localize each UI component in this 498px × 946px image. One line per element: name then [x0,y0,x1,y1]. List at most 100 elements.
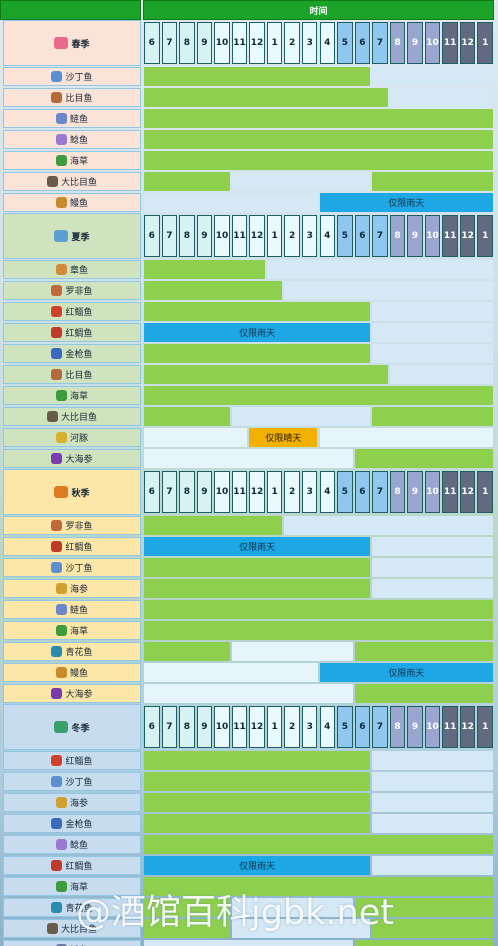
hour-cell: 8 [179,215,195,257]
fish-label[interactable]: 沙丁鱼 [3,67,141,86]
time-bar [143,66,494,87]
fish-label[interactable]: 海草 [3,621,141,640]
hour-cell: 1 [477,22,493,64]
header-corner [0,0,141,20]
seaweed-icon [55,625,67,636]
fish-name[interactable]: 海草 [69,392,88,402]
fish-name[interactable]: 鳗鱼 [69,669,88,679]
fish-name[interactable]: 红鲷鱼 [65,862,93,872]
fish-name[interactable]: 海草 [69,883,88,893]
fish-row: 沙丁鱼 [0,771,498,792]
fish-name[interactable]: 沙丁鱼 [65,778,93,788]
fish-label[interactable]: 罗非鱼 [3,516,141,535]
time-bar [143,150,494,171]
fish-label[interactable]: 红鲷鱼 [3,856,141,875]
tilapia-icon [51,285,63,296]
fish-name[interactable]: 红鲻鱼 [65,308,93,318]
fish-label[interactable]: 沙丁鱼 [3,558,141,577]
fish-name[interactable]: 大海参 [65,455,93,465]
fish-label[interactable]: 沙丁鱼 [3,772,141,791]
fish-name[interactable]: 鳗鱼 [69,199,88,209]
fish-label[interactable]: 海参 [3,793,141,812]
fish-label[interactable]: 青花鱼 [3,898,141,917]
fish-label[interactable]: 红鲷鱼 [3,537,141,556]
fish-row: 鳗鱼 仅限雨天 [0,192,498,213]
fish-label[interactable]: 比目鱼 [3,365,141,384]
fish-name[interactable]: 海参 [69,799,88,809]
hour-cell: 8 [179,706,195,748]
fish-name[interactable]: 大比目鱼 [60,413,97,423]
fish-label[interactable]: 河豚 [3,428,141,447]
time-bar [143,578,494,599]
fish-label[interactable]: 红鲻鱼 [3,751,141,770]
fish-label[interactable]: 海草 [3,151,141,170]
time-bar [143,259,494,280]
fish-row: 河豚 仅限晴天 [0,427,498,448]
fish-name[interactable]: 大比目鱼 [60,925,97,935]
fish-name[interactable]: 海参 [69,585,88,595]
fish-name[interactable]: 鲢鱼 [69,606,88,616]
fish-name[interactable]: 青花鱼 [65,648,93,658]
fish-label[interactable]: 鲢鱼 [3,109,141,128]
fish-name[interactable]: 章鱼 [69,266,88,276]
fish-label[interactable]: 金枪鱼 [3,344,141,363]
fish-label[interactable]: 大比目鱼 [3,919,141,938]
fish-name[interactable]: 金枪鱼 [65,350,93,360]
fish-label[interactable]: 大比目鱼 [3,172,141,191]
hour-cell: 3 [301,706,318,748]
fish-label[interactable]: 海参 [3,579,141,598]
fish-name[interactable]: 海草 [69,157,88,167]
fish-name[interactable]: 大海参 [65,690,93,700]
anchovy-icon [55,113,67,124]
fish-row: 章鱼 [0,259,498,280]
rain-only-period: 仅限雨天 [144,323,371,342]
fish-label[interactable]: 鳗鱼 [3,663,141,682]
fish-name[interactable]: 海草 [69,627,88,637]
hour-cell: 5 [337,471,353,513]
fish-label[interactable]: 鲶鱼 [3,835,141,854]
hour-cell: 7 [161,706,178,748]
fish-label[interactable]: 鲶鱼 [3,130,141,149]
fish-name[interactable]: 青花鱼 [65,904,93,914]
fish-label[interactable]: 金枪鱼 [3,814,141,833]
fish-name[interactable]: 金枪鱼 [65,820,93,830]
fish-label[interactable]: 青花鱼 [3,642,141,661]
fish-label[interactable]: 大海参 [3,684,141,703]
fish-label[interactable]: 章鱼 [3,260,141,279]
fish-name[interactable]: 沙丁鱼 [65,73,93,83]
fish-name[interactable]: 红鲷鱼 [65,543,93,553]
fish-label[interactable]: 罗非鱼 [3,281,141,300]
fish-label[interactable]: 海草 [3,877,141,896]
fish-label[interactable]: 鱿鱼 [3,940,141,946]
fish-name[interactable]: 鲶鱼 [69,136,88,146]
fish-name[interactable]: 鲢鱼 [69,115,88,125]
fish-row: 沙丁鱼 [0,557,498,578]
active-period [144,877,493,896]
halibut-icon [46,923,58,934]
fish-name[interactable]: 比目鱼 [65,94,93,104]
fish-name[interactable]: 沙丁鱼 [65,564,93,574]
fish-name[interactable]: 鲶鱼 [69,841,88,851]
fish-label[interactable]: 鳗鱼 [3,193,141,212]
fish-row: 大海参 [0,448,498,469]
fish-label[interactable]: 红鲷鱼 [3,323,141,342]
fish-name[interactable]: 红鲷鱼 [65,329,93,339]
fish-label[interactable]: 红鲻鱼 [3,302,141,321]
fish-name[interactable]: 大比目鱼 [60,178,97,188]
inactive-period [372,344,493,363]
fish-name[interactable]: 河豚 [69,434,88,444]
fish-label[interactable]: 大海参 [3,449,141,468]
fish-label[interactable]: 鲢鱼 [3,600,141,619]
fish-name[interactable]: 罗非鱼 [65,522,93,532]
hour-cell: 4 [319,471,336,513]
fish-name[interactable]: 比目鱼 [65,371,93,381]
fish-name[interactable]: 罗非鱼 [65,287,93,297]
fish-name[interactable]: 红鲻鱼 [65,757,93,767]
tuna-icon [51,348,63,359]
active-period [144,814,371,833]
fish-label[interactable]: 大比目鱼 [3,407,141,426]
fish-label[interactable]: 海草 [3,386,141,405]
mackerel-icon [51,646,63,657]
inactive-period [372,579,493,598]
fish-label[interactable]: 比目鱼 [3,88,141,107]
